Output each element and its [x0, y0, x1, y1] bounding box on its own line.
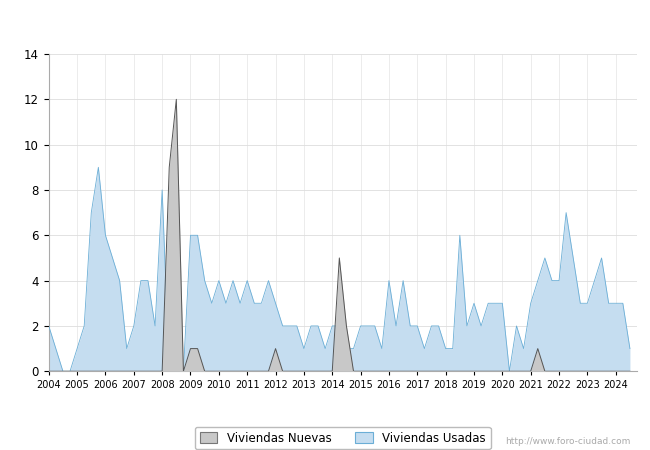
Text: Pinofranqueado - Evolucion del Nº de Transacciones Inmobiliarias: Pinofranqueado - Evolucion del Nº de Tra… — [98, 17, 552, 31]
Legend: Viviendas Nuevas, Viviendas Usadas: Viviendas Nuevas, Viviendas Usadas — [195, 427, 491, 450]
Text: http://www.foro-ciudad.com: http://www.foro-ciudad.com — [505, 436, 630, 446]
